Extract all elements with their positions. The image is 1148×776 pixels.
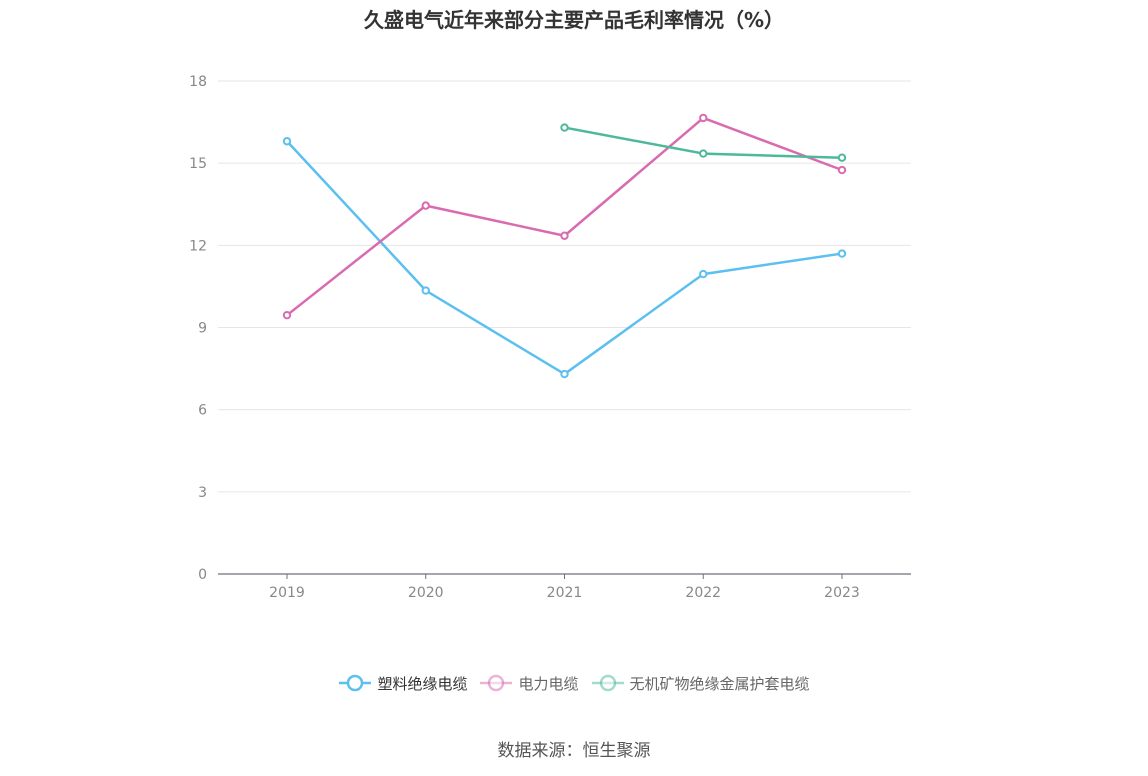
x-tick-label: 2019 — [269, 585, 305, 601]
legend-label: 塑料绝缘电缆 — [377, 674, 468, 693]
y-tick-label: 9 — [198, 321, 207, 337]
y-tick-label: 0 — [198, 567, 207, 583]
y-tick-label: 18 — [189, 74, 207, 90]
legend-item-2[interactable]: 电力电缆 — [479, 672, 579, 694]
series-line-2 — [286, 116, 843, 317]
data-point — [837, 153, 847, 162]
x-tick-label: 2020 — [408, 585, 444, 601]
y-tick-label: 3 — [198, 485, 207, 501]
data-point — [699, 149, 708, 158]
data-point — [699, 113, 708, 123]
x-tick-label: 2022 — [685, 585, 721, 601]
data-point — [421, 286, 430, 295]
data-point — [282, 310, 292, 320]
data-point — [837, 165, 847, 175]
x-tick-label: 2021 — [547, 585, 583, 601]
y-tick-label: 15 — [189, 156, 207, 172]
legend: 塑料绝缘电缆 电力电缆 无机矿物绝缘金属护套电缆 — [0, 672, 1148, 698]
data-point — [560, 123, 569, 132]
y-tick-label: 6 — [198, 403, 207, 419]
legend-line-circle-icon — [339, 674, 372, 692]
data-point — [560, 369, 569, 379]
y-tick-label: 12 — [189, 238, 207, 254]
source-note: 数据来源：恒生聚源 — [497, 741, 651, 761]
x-tick-label: 2023 — [824, 585, 860, 601]
data-point — [421, 201, 430, 210]
legend-label: 无机矿物绝缘金属护套电缆 — [629, 674, 810, 693]
legend-line-circle-icon — [480, 674, 513, 692]
chart-title: 久盛电气近年来部分主要产品毛利率情况（%） — [363, 8, 785, 32]
legend-item-3[interactable]: 无机矿物绝缘金属护套电缆 — [591, 672, 810, 694]
data-point — [282, 137, 292, 146]
series-line-1 — [286, 140, 843, 376]
data-point — [699, 269, 708, 279]
legend-line-circle-icon — [591, 674, 624, 692]
legend-label: 电力电缆 — [518, 674, 579, 693]
data-point — [837, 249, 847, 258]
legend-item-1[interactable]: 塑料绝缘电缆 — [338, 672, 467, 694]
data-point — [560, 231, 569, 240]
